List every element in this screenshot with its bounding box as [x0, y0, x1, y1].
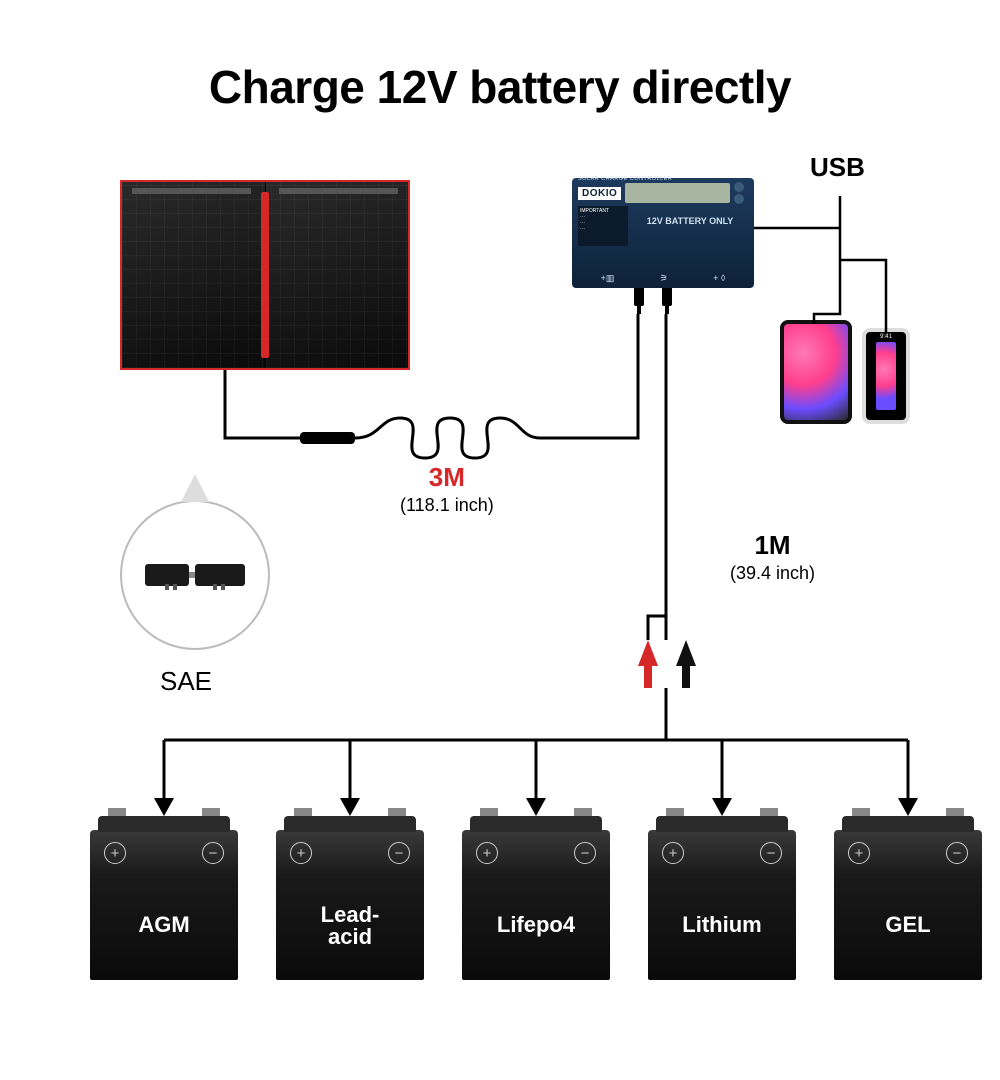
cable2-length: 1M	[730, 530, 815, 561]
cable1-length: 3M	[400, 462, 494, 493]
battery-lithium: +−Lithium	[648, 830, 796, 980]
cable2-label: 1M (39.4 inch)	[730, 530, 815, 584]
phone-time: 9:41	[866, 334, 906, 340]
controller-lcd	[625, 183, 730, 203]
controller-header: SOLAR CHARGE CONTROLLER	[578, 176, 672, 182]
alligator-clip-red	[636, 640, 660, 688]
tablet-device	[780, 320, 852, 424]
solar-panel	[120, 180, 410, 370]
sae-label: SAE	[160, 666, 212, 697]
controller-mid-label: 12V BATTERY ONLY	[632, 206, 748, 246]
alligator-clip-black	[674, 640, 698, 688]
battery-lead-acid: +−Lead-acid	[276, 830, 424, 980]
controller-spec-text: IMPORTANT·········	[578, 206, 628, 246]
charge-controller: SOLAR CHARGE CONTROLLER DOKIO IMPORTANT·…	[572, 178, 754, 288]
phone-device: 9:41	[862, 328, 910, 424]
battery-agm: +−AGM	[90, 830, 238, 980]
controller-brand: DOKIO	[578, 187, 621, 200]
battery-gel: +−GEL	[834, 830, 982, 980]
sae-connector-callout	[120, 500, 270, 650]
cable1-label: 3M (118.1 inch)	[400, 462, 494, 516]
cable2-sub: (39.4 inch)	[730, 563, 815, 584]
cable1-sub: (118.1 inch)	[400, 495, 494, 516]
usb-label: USB	[810, 152, 865, 183]
battery-lifepo4: +−Lifepo4	[462, 830, 610, 980]
page-title: Charge 12V battery directly	[0, 60, 1000, 114]
